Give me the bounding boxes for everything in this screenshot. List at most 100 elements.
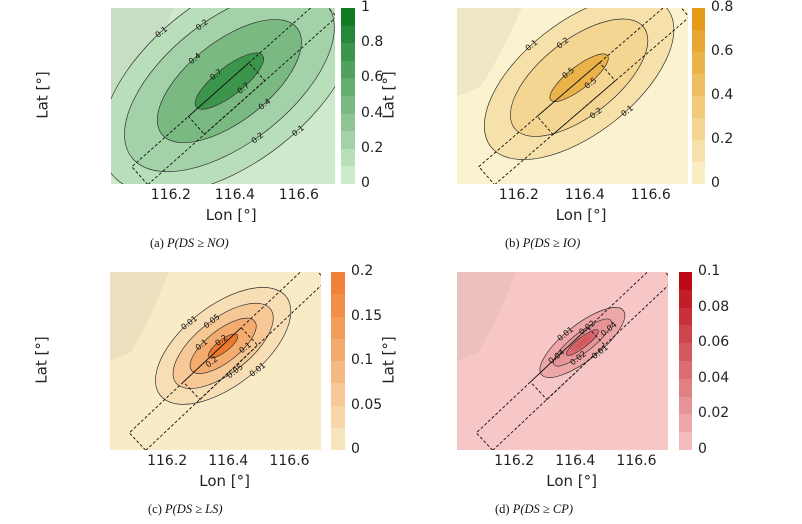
contour-line-0.2 (208, 333, 239, 359)
colorbar-band (679, 378, 692, 397)
colorbar-band (679, 414, 692, 433)
contour-line-0.2 (124, 8, 335, 173)
colorbar-band (692, 30, 705, 52)
colorbar-band (679, 289, 692, 308)
colorbar-tick-label: 0.2 (361, 139, 384, 156)
contour-line-0.2 (510, 18, 649, 137)
fault-rupture-box (128, 272, 321, 450)
caption-label: (d) (495, 502, 510, 516)
colorbar-band (331, 427, 345, 450)
colorbar-tick-label: 0.6 (711, 43, 734, 59)
colorbar-tick-label: 0.04 (698, 369, 730, 386)
x-tick-label: 116.2 (494, 453, 535, 469)
contour-line-0.5 (549, 53, 609, 102)
colorbar (679, 272, 692, 450)
x-axis-label: Lon [°] (199, 472, 250, 490)
colorbar-tick-label: 0.2 (711, 131, 734, 147)
map-plot-area: 0.01 0.01 0.02 0.02 0.04 0.04 (457, 272, 668, 450)
colorbar-band (341, 25, 355, 44)
contour-map: 0.10.10.20.20.50.5 (457, 8, 688, 184)
y-axis-label: Lat [°] (379, 71, 398, 119)
subplot-caption: (c) P(DS ≥ LS) (148, 502, 223, 517)
x-tick-label: 116.4 (208, 453, 249, 469)
x-tick-label: 116.6 (269, 453, 310, 469)
colorbar-band (679, 396, 692, 415)
colorbar-tick-label: 0 (711, 175, 720, 191)
colorbar-band (692, 96, 705, 118)
colorbar-band (341, 8, 355, 26)
colorbar-band (341, 60, 355, 79)
caption-label: (a) (150, 236, 164, 250)
colorbar-tick-label: 0 (361, 175, 370, 191)
colorbar-band (331, 272, 345, 295)
colorbar (331, 272, 345, 450)
colorbar-tick-label: 0 (351, 441, 360, 457)
fault-segment-box (536, 61, 616, 136)
contour-line-0.1 (111, 8, 335, 184)
colorbar-band (679, 272, 692, 290)
colorbar-tick-label: 0.4 (711, 87, 734, 103)
fault-segment-box (182, 327, 259, 401)
colorbar-band (341, 166, 355, 184)
colorbar-tick-label: 0.6 (361, 69, 384, 86)
contour-line-0.7 (194, 52, 264, 110)
colorbar-band (679, 432, 692, 450)
colorbar-band (692, 162, 705, 184)
colorbar-band (331, 361, 345, 384)
colorbar-tick-label: 0.8 (711, 0, 734, 15)
subplot-caption: (d) P(DS ≥ CP) (495, 502, 573, 517)
colorbar-band (679, 343, 692, 362)
colorbar-band (692, 52, 705, 74)
contour-line-0.4 (156, 19, 302, 144)
caption-expression: P(DS ≥ IO) (522, 236, 581, 250)
colorbar-band (679, 307, 692, 326)
colorbar-tick-label: 0 (698, 441, 707, 457)
colorbar-band (341, 96, 355, 114)
colorbar-tick-label: 0.08 (698, 298, 730, 315)
map-plot-area: 0.1 0.1 0.2 0.2 0.4 0.4 0.7 0.7 (111, 8, 335, 184)
x-axis-label: Lon [°] (546, 472, 597, 490)
colorbar-tick-label: 1 (361, 0, 370, 15)
contour-line-0.04 (565, 329, 599, 356)
y-axis-label: Lat [°] (33, 71, 52, 119)
terrain-shading (457, 272, 517, 361)
subplot-caption: (a) P(DS ≥ NO) (150, 236, 229, 251)
colorbar-tick-label: 0.1 (351, 352, 374, 368)
x-tick-label: 116.6 (278, 187, 319, 203)
colorbar-tick-label: 0.06 (698, 334, 730, 351)
subplot-caption: (b) P(DS ≥ IO) (505, 236, 580, 251)
colorbar-band (679, 325, 692, 344)
x-tick-label: 116.4 (564, 187, 605, 203)
y-axis-label: Lat [°] (379, 336, 398, 384)
colorbar-band (341, 78, 355, 97)
contour-line-0.05 (172, 302, 274, 389)
x-tick-label: 116.2 (498, 187, 539, 203)
y-axis-label: Lat [°] (32, 336, 51, 384)
colorbar-band (331, 405, 345, 428)
contour-line-0.01 (539, 307, 626, 378)
map-plot-area: 0.1 0.1 0.2 0.2 0.5 0.5 (457, 8, 688, 184)
peak-fill (214, 338, 232, 354)
colorbar (692, 8, 705, 184)
x-tick-label: 116.6 (630, 187, 671, 203)
caption-expression: P(DS ≥ NO) (167, 236, 229, 250)
contour-line-0.1 (483, 8, 675, 160)
colorbar-band (692, 140, 705, 162)
colorbar-tick-label: 0.1 (698, 263, 721, 279)
colorbar (341, 8, 355, 184)
colorbar-band (341, 131, 355, 149)
contour-map: 0.010.010.050.050.1 0.10.20.2 (110, 272, 321, 450)
map-plot-area: 0.01 0.01 0.05 0.05 0.1 0.1 0.2 0.2 (110, 272, 321, 450)
caption-expression: P(DS ≥ LS) (165, 502, 223, 516)
colorbar-band (331, 294, 345, 317)
caption-label: (b) (505, 236, 520, 250)
x-tick-label: 116.6 (616, 453, 657, 469)
x-axis-label: Lon [°] (205, 206, 257, 224)
colorbar-band (341, 43, 355, 61)
x-axis-label: Lon [°] (555, 206, 607, 224)
colorbar-band (341, 148, 355, 167)
caption-label: (c) (148, 502, 162, 516)
fault-rupture-box (475, 272, 668, 450)
x-tick-label: 116.4 (214, 187, 255, 203)
